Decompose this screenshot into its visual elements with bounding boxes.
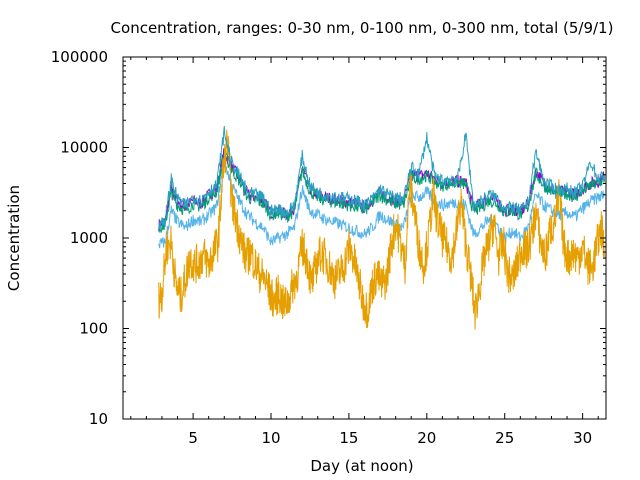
x-tick-label: 5 [188,429,198,447]
y-tick-label: 100000 [51,48,108,66]
series-layer [158,125,605,330]
x-tick-label: 10 [261,429,280,447]
x-tick-label: 15 [339,429,358,447]
x-tick-label: 25 [495,429,514,447]
series-line-4 [158,129,605,330]
chart-title: Concentration, ranges: 0-30 nm, 0-100 nm… [111,19,614,37]
x-tick-label: 20 [417,429,436,447]
plot-frame [122,56,607,420]
series-line-5 [158,125,605,230]
series-line-2 [158,151,605,234]
y-tick-label: 10000 [60,139,108,157]
y-tick-label: 1000 [70,229,108,247]
y-axis-label: Concentration [5,185,23,291]
y-tick-label: 10 [89,410,108,428]
ticks-layer: 5 10 15 20 25 30 10 100 1000 10000 100000 [51,48,606,447]
series-line-3 [158,159,605,249]
x-axis-label: Day (at noon) [310,457,413,475]
y-tick-label: 100 [79,320,108,338]
x-tick-label: 30 [573,429,592,447]
